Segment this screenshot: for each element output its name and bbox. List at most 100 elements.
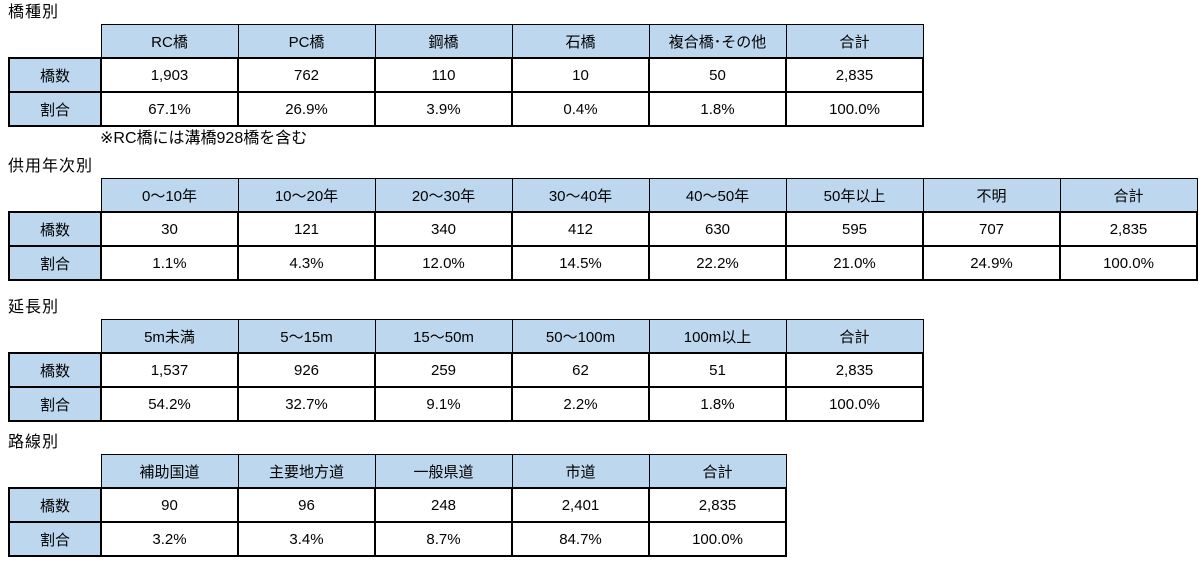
section-service-year: 供用年次別 0〜10年 10〜20年 20〜30年 30〜40年 40〜50年 … [8,158,1200,281]
count-row: 橋数 30 121 340 412 630 595 707 2,835 [8,211,1198,247]
ratio-cell: 54.2% [100,386,239,422]
count-cell: 259 [374,352,513,388]
column-header: 20〜30年 [374,178,513,213]
row-label-ratio: 割合 [8,245,102,281]
ratio-row: 割合 67.1% 26.9% 3.9% 0.4% 1.8% 100.0% [8,91,924,127]
column-header: 一般県道 [374,454,513,489]
ratio-row: 割合 1.1% 4.3% 12.0% 14.5% 22.2% 21.0% 24.… [8,245,1198,281]
section-route: 路線別 補助国道 主要地方道 一般県道 市道 合計 橋数 90 96 248 2… [8,434,1200,557]
row-label-count: 橋数 [8,57,102,93]
count-cell: 762 [237,57,376,93]
ratio-row: 割合 54.2% 32.7% 9.1% 2.2% 1.8% 100.0% [8,386,924,422]
count-cell: 1,903 [100,57,239,93]
ratio-cell: 22.2% [648,245,787,281]
table-title-service-year: 供用年次別 [8,158,94,175]
bridge-statistics-page: 橋種別 RC橋 PC橋 鋼橋 石橋 複合橋･その他 合計 橋数 1,903 76… [8,4,1200,557]
row-label-count: 橋数 [8,352,102,388]
ratio-cell: 67.1% [100,91,239,127]
count-cell: 51 [648,352,787,388]
corner-cell [9,179,101,213]
ratio-cell: 21.0% [785,245,924,281]
column-header: 30〜40年 [511,178,650,213]
count-cell: 2,835 [785,57,924,93]
count-cell: 926 [237,352,376,388]
count-cell: 340 [374,211,513,247]
ratio-cell: 1.1% [100,245,239,281]
count-cell: 2,835 [648,487,787,523]
ratio-cell: 8.7% [374,521,513,557]
header-row: 0〜10年 10〜20年 20〜30年 30〜40年 40〜50年 50年以上 … [9,178,1198,213]
count-cell: 595 [785,211,924,247]
column-header: 鋼橋 [374,24,513,59]
table-title-bridge-type: 橋種別 [8,4,60,21]
count-cell: 707 [922,211,1061,247]
corner-cell [9,320,101,354]
column-header: 50〜100m [511,319,650,354]
row-label-ratio: 割合 [8,521,102,557]
count-cell: 630 [648,211,787,247]
route-table: 補助国道 主要地方道 一般県道 市道 合計 橋数 90 96 248 2,401… [8,454,787,557]
ratio-cell: 26.9% [237,91,376,127]
ratio-cell: 0.4% [511,91,650,127]
ratio-cell: 1.8% [648,386,787,422]
rc-bridge-note: ※RC橋には溝橋928橋を含む [100,130,308,147]
column-header: 合計 [1059,178,1198,213]
column-header: PC橋 [237,24,376,59]
count-cell: 2,835 [785,352,924,388]
column-header: 5m未満 [100,319,239,354]
corner-cell [9,25,101,59]
count-cell: 1,537 [100,352,239,388]
count-cell: 10 [511,57,650,93]
count-cell: 96 [237,487,376,523]
column-header: 補助国道 [100,454,239,489]
header-row: 5m未満 5〜15m 15〜50m 50〜100m 100m以上 合計 [9,319,924,354]
column-header: 合計 [785,24,924,59]
column-header: 不明 [922,178,1061,213]
column-header: 石橋 [511,24,650,59]
count-cell: 90 [100,487,239,523]
ratio-cell: 4.3% [237,245,376,281]
column-header: RC橋 [100,24,239,59]
ratio-cell: 100.0% [785,91,924,127]
ratio-cell: 12.0% [374,245,513,281]
ratio-cell: 1.8% [648,91,787,127]
ratio-cell: 3.4% [237,521,376,557]
column-header: 合計 [785,319,924,354]
ratio-cell: 9.1% [374,386,513,422]
ratio-cell: 24.9% [922,245,1061,281]
ratio-cell: 84.7% [511,521,650,557]
count-cell: 121 [237,211,376,247]
bridge-type-table: RC橋 PC橋 鋼橋 石橋 複合橋･その他 合計 橋数 1,903 762 11… [8,24,924,127]
ratio-cell: 100.0% [648,521,787,557]
column-header: 50年以上 [785,178,924,213]
header-row: 補助国道 主要地方道 一般県道 市道 合計 [9,454,787,489]
ratio-cell: 32.7% [237,386,376,422]
row-label-count: 橋数 [8,487,102,523]
table-title-length: 延長別 [8,299,60,316]
count-row: 橋数 1,537 926 259 62 51 2,835 [8,352,924,388]
count-cell: 412 [511,211,650,247]
table-title-route: 路線別 [8,434,60,451]
column-header: 15〜50m [374,319,513,354]
count-cell: 110 [374,57,513,93]
service-year-table: 0〜10年 10〜20年 20〜30年 30〜40年 40〜50年 50年以上 … [8,178,1198,281]
column-header: 複合橋･その他 [648,24,787,59]
ratio-cell: 3.9% [374,91,513,127]
column-header: 0〜10年 [100,178,239,213]
column-header: 40〜50年 [648,178,787,213]
ratio-cell: 3.2% [100,521,239,557]
header-row: RC橋 PC橋 鋼橋 石橋 複合橋･その他 合計 [9,24,924,59]
ratio-cell: 100.0% [1059,245,1198,281]
ratio-cell: 14.5% [511,245,650,281]
section-bridge-type: 橋種別 RC橋 PC橋 鋼橋 石橋 複合橋･その他 合計 橋数 1,903 76… [8,4,1200,148]
column-header: 10〜20年 [237,178,376,213]
count-cell: 62 [511,352,650,388]
count-cell: 30 [100,211,239,247]
count-row: 橋数 90 96 248 2,401 2,835 [8,487,787,523]
column-header: 主要地方道 [237,454,376,489]
count-cell: 248 [374,487,513,523]
section-length: 延長別 5m未満 5〜15m 15〜50m 50〜100m 100m以上 合計 … [8,299,1200,422]
count-cell: 50 [648,57,787,93]
count-row: 橋数 1,903 762 110 10 50 2,835 [8,57,924,93]
column-header: 5〜15m [237,319,376,354]
